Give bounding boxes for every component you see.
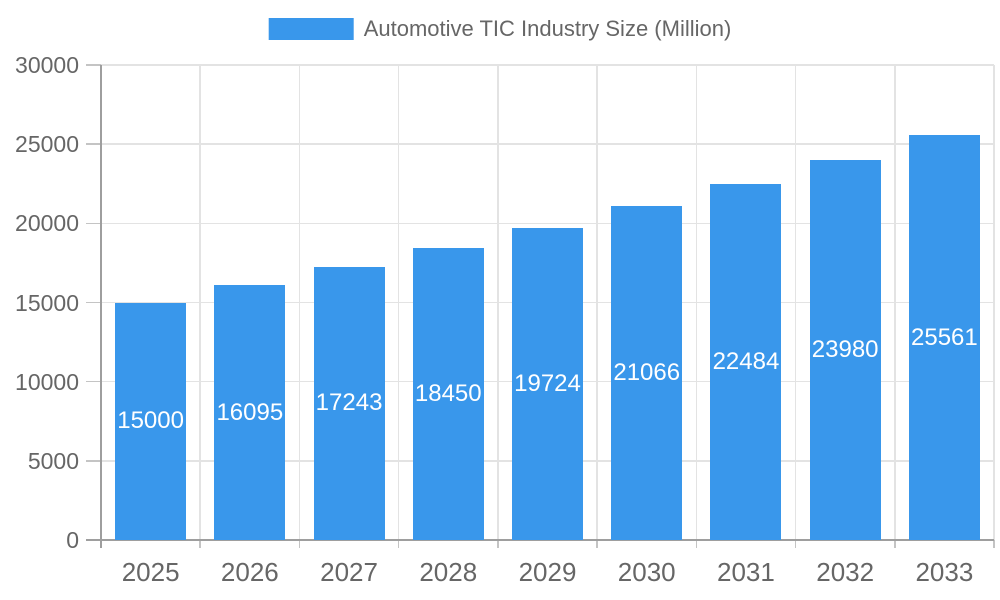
y-axis-tick <box>86 380 101 383</box>
x-gridline <box>199 65 201 540</box>
y-axis-tick <box>86 143 101 145</box>
x-axis-tick <box>993 540 995 548</box>
x-axis-tick-label: 2025 <box>121 557 180 587</box>
legend[interactable]: Automotive TIC Industry Size (Million) <box>268 16 732 42</box>
y-axis-tick <box>86 64 101 66</box>
y-gridline <box>101 64 994 66</box>
bar-2028[interactable] <box>412 247 484 540</box>
bar-value-label: 15000 <box>117 407 184 435</box>
x-gridline <box>695 65 698 540</box>
y-axis-tick-label: 5000 <box>27 447 79 474</box>
x-axis-tick-label: 2028 <box>419 557 478 587</box>
y-gridline <box>101 143 994 145</box>
x-axis-tick-label: 2030 <box>617 557 676 587</box>
bar-2033[interactable] <box>908 135 980 540</box>
y-axis-tick <box>86 301 101 304</box>
x-gridline <box>298 65 301 540</box>
bar-value-label: 21066 <box>613 359 681 387</box>
bar-2029[interactable] <box>512 227 583 540</box>
bar-value-label: 18450 <box>414 379 482 407</box>
bar-2030[interactable] <box>611 206 683 540</box>
y-axis-tick-label: 25000 <box>15 131 79 158</box>
y-axis-tick-label: 15000 <box>15 289 79 316</box>
x-axis-tick-label: 2029 <box>518 557 577 587</box>
bar-2027[interactable] <box>313 266 385 540</box>
x-gridline <box>497 65 499 540</box>
x-axis-tick <box>497 540 499 548</box>
y-axis-line <box>100 65 102 548</box>
bar-value-label: 23980 <box>811 336 879 364</box>
bar-value-label: 16095 <box>216 398 284 426</box>
bar-2026[interactable] <box>214 285 286 540</box>
x-gridline <box>794 65 797 540</box>
x-gridline <box>397 65 400 540</box>
y-axis-tick-label: 30000 <box>15 52 79 78</box>
y-axis-tick <box>86 460 101 462</box>
x-gridline <box>993 65 995 540</box>
y-axis-tick-label: 0 <box>66 527 79 553</box>
bar-value-label: 22484 <box>712 348 780 375</box>
y-gridline <box>101 222 994 225</box>
x-axis-tick-label: 2031 <box>717 557 775 587</box>
x-axis-tick <box>199 540 201 548</box>
x-axis-line <box>86 539 994 541</box>
x-axis-tick-label: 2033 <box>915 557 974 587</box>
x-axis-tick <box>596 540 598 548</box>
x-axis-tick <box>894 540 896 548</box>
bar-value-label: 25561 <box>911 323 978 351</box>
y-axis-tick-label: 20000 <box>15 210 79 237</box>
x-gridline <box>894 65 896 540</box>
x-axis-tick <box>397 540 400 548</box>
bar-value-label: 19724 <box>514 369 581 397</box>
bar-2032[interactable] <box>809 160 881 540</box>
x-gridline <box>596 65 598 540</box>
bar-2031[interactable] <box>710 184 782 540</box>
x-axis-tick <box>695 540 698 548</box>
y-axis-tick-label: 10000 <box>15 368 79 395</box>
legend-swatch <box>268 18 354 40</box>
x-axis-tick-label: 2032 <box>816 557 875 587</box>
bar-2025[interactable] <box>115 302 187 540</box>
x-axis-tick-label: 2027 <box>320 557 378 587</box>
x-axis-tick <box>298 540 301 548</box>
x-axis-tick-label: 2026 <box>220 557 279 587</box>
bar-value-label: 17243 <box>315 389 383 417</box>
y-axis-tick <box>86 222 101 225</box>
legend-label: Automotive TIC Industry Size (Million) <box>363 16 732 41</box>
x-axis-tick <box>794 540 797 548</box>
